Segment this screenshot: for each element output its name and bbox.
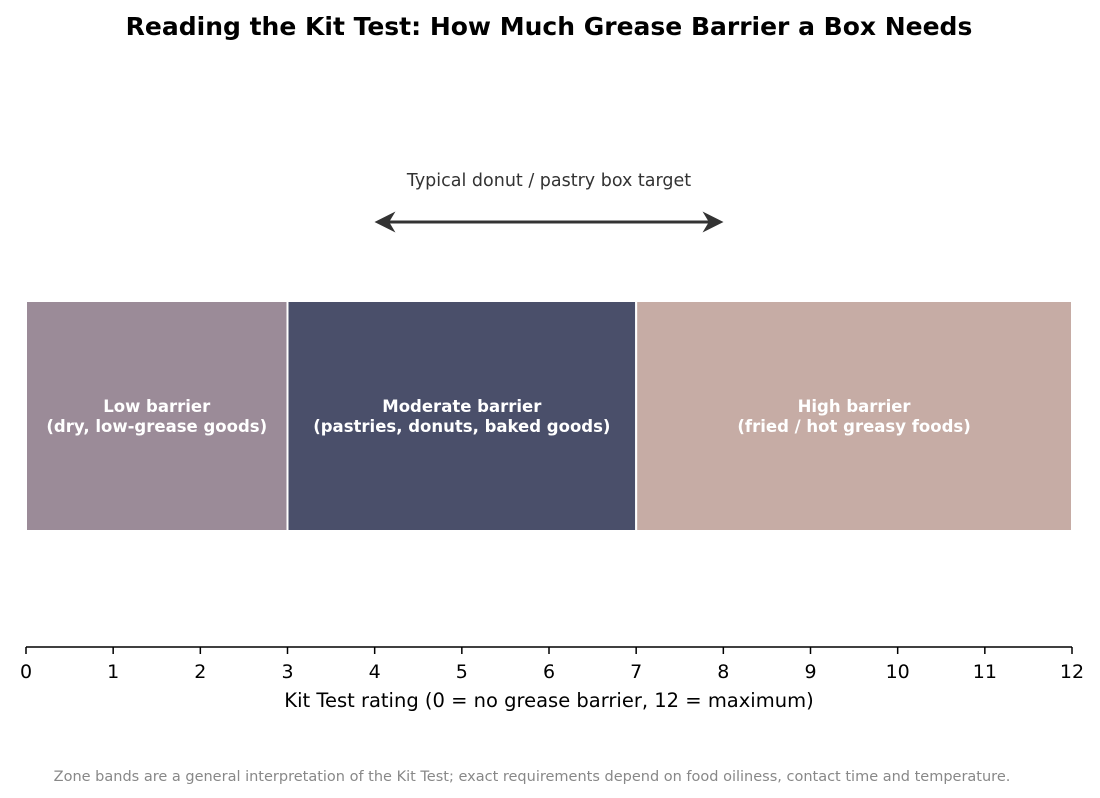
zone-label-line2: (dry, low-grease goods) [46,417,267,436]
x-axis-label: Kit Test rating (0 = no grease barrier, … [284,689,813,712]
zone-label-line2: (pastries, donuts, baked goods) [313,417,610,436]
zone-0: Low barrier (dry, low-grease goods) [25,300,289,532]
zone-band [25,300,289,532]
x-tick-label: 11 [973,661,997,683]
x-tick-label: 0 [20,661,32,683]
zone-band [286,300,638,532]
target-annotation: Typical donut / pastry box target [374,171,724,233]
x-tick-label: 1 [107,661,119,683]
annotation-label: Typical donut / pastry box target [406,171,691,191]
zone-2: High barrier (fried / hot greasy foods) [635,300,1074,532]
x-tick-label: 8 [717,661,729,683]
zone-bands: Low barrier (dry, low-grease goods) Modera… [25,300,1074,532]
zone-1: Moderate barrier (pastries, donuts, baked… [286,300,638,532]
x-tick-label: 4 [369,661,381,683]
x-tick-label: 7 [630,661,642,683]
footnote: Zone bands are a general interpretation … [54,769,1011,785]
x-axis: 0 1 2 3 4 5 6 7 8 9 10 11 12 Kit Test rating (0 = no… [20,646,1084,712]
zone-label-line1: Low barrier [103,397,211,416]
x-tick-label: 12 [1060,661,1084,683]
x-tick-label: 2 [194,661,206,683]
zone-label: High barrier (fried / hot greasy foods) [737,397,970,436]
zone-label: Moderate barrier (pastries, donuts, baked… [313,397,610,436]
x-axis-ticks: 0 1 2 3 4 5 6 7 8 9 10 11 12 [20,647,1084,683]
x-tick-label: 5 [456,661,468,683]
zone-label-line1: High barrier [798,397,912,416]
x-tick-label: 3 [281,661,293,683]
zone-band [635,300,1074,532]
zone-label: Low barrier (dry, low-grease goods) [46,397,267,436]
zone-label-line2: (fried / hot greasy foods) [737,417,970,436]
x-tick-label: 6 [543,661,555,683]
x-tick-label: 9 [804,661,816,683]
chart-title: Reading the Kit Test: How Much Grease Ba… [126,12,973,41]
zone-label-line1: Moderate barrier [382,397,542,416]
x-tick-label: 10 [886,661,910,683]
